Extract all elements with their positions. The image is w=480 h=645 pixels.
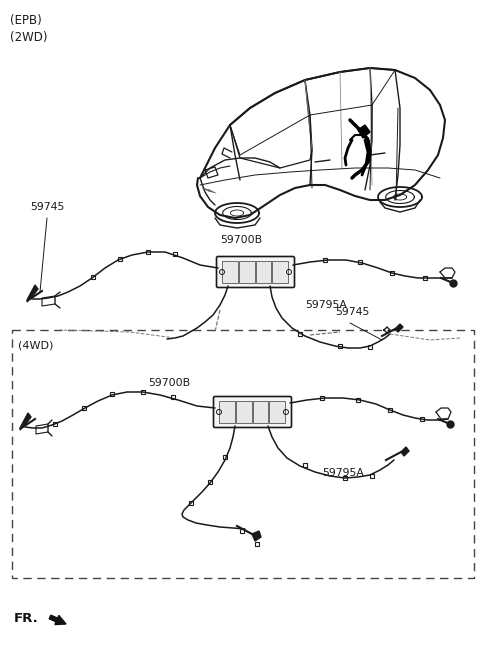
Bar [323, 258, 327, 262]
Bar [343, 476, 347, 480]
Bar [320, 396, 324, 400]
Bar [53, 422, 57, 426]
Bar [146, 250, 150, 254]
Bar [189, 501, 193, 505]
FancyArrow shape [49, 615, 66, 624]
Bar [91, 275, 95, 279]
Bar [390, 271, 394, 275]
Bar [298, 332, 302, 336]
Text: 59700B: 59700B [220, 235, 262, 245]
Polygon shape [395, 324, 403, 332]
Bar [173, 252, 177, 256]
Polygon shape [358, 125, 370, 138]
Polygon shape [252, 531, 261, 541]
Bar [255, 542, 259, 546]
Bar [358, 260, 362, 264]
Bar [222, 261, 238, 283]
Bar [240, 529, 244, 533]
Text: (EPB)
(2WD): (EPB) (2WD) [10, 14, 48, 44]
Bar [208, 480, 212, 484]
Polygon shape [27, 285, 38, 302]
Text: 59745: 59745 [335, 307, 370, 317]
Bar [239, 261, 254, 283]
Bar [110, 392, 114, 396]
Bar [368, 345, 372, 349]
Text: (4WD): (4WD) [18, 340, 53, 350]
Text: 59795A: 59795A [305, 300, 347, 310]
Bar [252, 401, 268, 423]
Bar [219, 401, 235, 423]
Bar [12, 330, 474, 578]
Bar [223, 455, 227, 459]
Bar [141, 390, 145, 394]
Text: 59700B: 59700B [148, 378, 190, 388]
FancyBboxPatch shape [214, 397, 291, 428]
Bar [338, 344, 342, 348]
Text: 59745: 59745 [30, 202, 64, 212]
Polygon shape [401, 447, 409, 456]
Bar [423, 276, 427, 280]
Bar [269, 401, 285, 423]
Bar [272, 261, 288, 283]
Bar [171, 395, 175, 399]
Bar [255, 261, 271, 283]
Bar [236, 401, 252, 423]
Bar [303, 463, 307, 467]
FancyBboxPatch shape [216, 257, 295, 288]
Bar [356, 398, 360, 402]
Bar [388, 408, 392, 412]
Text: FR.: FR. [14, 611, 39, 624]
Bar [82, 406, 86, 410]
Bar [370, 474, 374, 478]
Polygon shape [20, 413, 31, 430]
Bar [118, 257, 122, 261]
Bar [420, 417, 424, 421]
Text: 59795A: 59795A [322, 468, 364, 478]
